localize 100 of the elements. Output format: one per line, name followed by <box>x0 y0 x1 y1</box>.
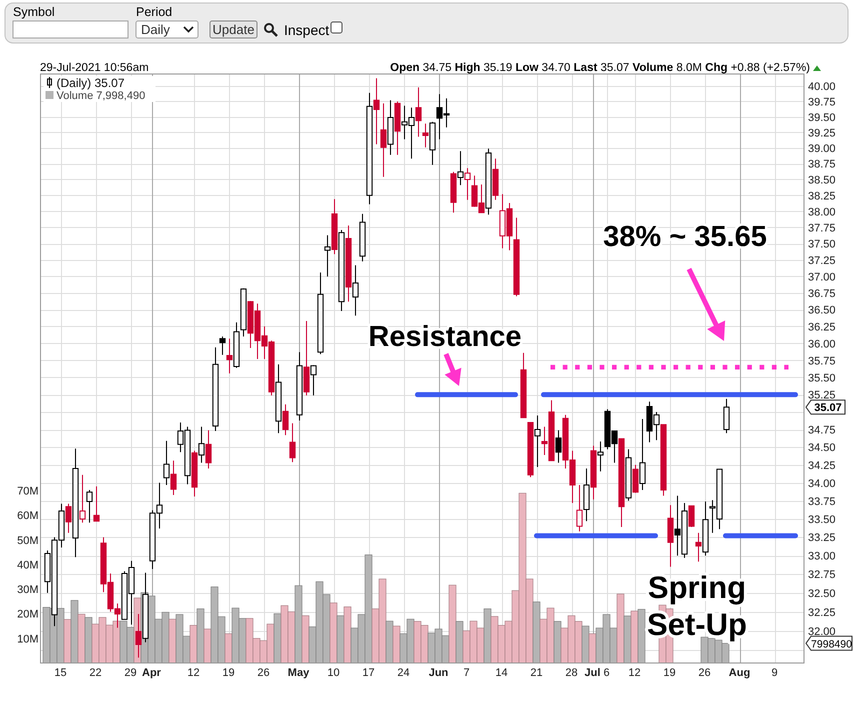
y-tick-label: 33.50 <box>808 514 836 526</box>
y-tick-label: 32.25 <box>808 606 836 619</box>
candlestick <box>625 448 632 502</box>
candlestick <box>93 486 100 522</box>
y-tick-label: 37.00 <box>808 271 836 284</box>
candlestick <box>226 338 233 374</box>
candlestick <box>359 213 366 262</box>
text: 35.07 <box>600 62 630 74</box>
candlestick <box>450 171 457 214</box>
legend-label: Volume 7,998,490 <box>56 90 146 102</box>
candlestick <box>513 217 520 297</box>
y-tick-label: 39.25 <box>808 127 836 140</box>
candlestick <box>282 404 289 436</box>
candlestick <box>275 364 282 434</box>
candlestick <box>618 438 625 528</box>
candlestick <box>338 230 345 312</box>
candlestick <box>527 422 534 478</box>
candlestick <box>198 426 205 464</box>
y-tick-label: 33.25 <box>808 532 836 544</box>
candlestick <box>233 322 240 368</box>
y-tick-label: 32.75 <box>808 569 836 582</box>
y-tick-label: 38.50 <box>808 174 836 186</box>
candlestick <box>394 100 401 156</box>
x-tick-label: 10 <box>327 667 340 679</box>
y-tick-label: 35.75 <box>808 355 836 368</box>
x-tick-label: 6 <box>603 667 610 679</box>
text: 35.07 <box>814 402 842 414</box>
candlestick <box>296 352 303 421</box>
y2-tick-label: 10M <box>17 633 38 646</box>
candlestick <box>520 352 527 418</box>
y-tick-label: 40.00 <box>808 81 836 94</box>
text: Period <box>136 5 172 19</box>
y2-tick-label: 40M <box>17 559 38 572</box>
candlestick <box>219 336 226 356</box>
candlestick <box>534 415 541 468</box>
candlestick <box>422 123 429 148</box>
x-tick-label: 7 <box>463 667 470 679</box>
candlestick <box>380 102 387 178</box>
candlestick <box>597 441 604 472</box>
legend-label: (Daily) 35.07 <box>56 76 125 90</box>
y-tick-label: 39.75 <box>808 96 836 108</box>
x-tick-label: 29 <box>124 667 137 679</box>
candlestick <box>324 234 331 277</box>
y2-tick-label: 30M <box>17 584 38 596</box>
candlestick <box>205 430 212 469</box>
candlestick <box>366 92 373 205</box>
candlestick <box>415 86 422 138</box>
y-tick-label: 38.00 <box>808 206 836 218</box>
candlestick <box>191 450 198 497</box>
y-tick-label: 37.50 <box>808 238 836 251</box>
y-tick-label: 37.25 <box>808 255 836 268</box>
x-tick-label: Jun <box>428 667 449 679</box>
y-tick-label: 37.75 <box>808 222 836 234</box>
x-tick-label: 9 <box>771 667 778 679</box>
y-tick-label: 36.50 <box>808 304 836 317</box>
text: Inspect <box>284 22 330 38</box>
text: Daily <box>141 22 170 37</box>
candlestick <box>240 288 247 338</box>
x-tick-label: Jul <box>584 667 600 679</box>
y-tick-label: 33.75 <box>808 496 836 508</box>
y2-tick-label: 70M <box>17 485 38 498</box>
candlestick <box>639 418 646 490</box>
text: Update <box>212 22 254 37</box>
annotation: Resistance <box>368 321 522 353</box>
x-tick-label: May <box>288 667 310 679</box>
x-tick-label: 14 <box>495 667 508 679</box>
y2-tick-label: 20M <box>17 608 38 621</box>
x-tick-label: 28 <box>565 667 578 679</box>
annotation: 38% ~ 35.65 <box>603 221 767 253</box>
candlestick <box>212 346 219 432</box>
candlestick <box>65 503 72 534</box>
y-tick-label: 38.25 <box>808 190 836 202</box>
x-tick-label: 22 <box>89 667 102 679</box>
candlestick <box>170 460 177 496</box>
candlestick <box>429 121 436 166</box>
x-tick-label: 19 <box>222 667 235 679</box>
candlestick <box>688 505 695 528</box>
candlestick <box>660 424 667 496</box>
candlestick <box>345 225 352 302</box>
x-tick-label: Apr <box>142 667 162 679</box>
candlestick <box>289 422 296 463</box>
y-tick-label: 35.50 <box>808 372 836 384</box>
y-tick-label: 38.75 <box>808 158 836 171</box>
candlestick <box>723 398 730 434</box>
x-tick-label: 17 <box>362 667 375 679</box>
candlestick <box>702 501 709 556</box>
y2-tick-label: 50M <box>17 534 38 547</box>
y2-tick-label: 60M <box>17 510 38 522</box>
x-tick-label: 19 <box>663 667 676 679</box>
candlestick <box>86 489 93 524</box>
x-tick-label: 12 <box>187 667 200 679</box>
x-tick-label: 26 <box>257 667 270 679</box>
y-tick-label: 35.25 <box>808 390 836 402</box>
y-tick-label: 36.75 <box>808 288 836 300</box>
y-tick-label: 34.50 <box>808 442 836 454</box>
y-tick-label: 34.75 <box>808 424 836 437</box>
text: Symbol <box>13 5 55 19</box>
candlestick <box>590 445 597 500</box>
y-tick-label: 32.50 <box>808 588 836 600</box>
y-tick-label: 39.00 <box>808 142 836 155</box>
